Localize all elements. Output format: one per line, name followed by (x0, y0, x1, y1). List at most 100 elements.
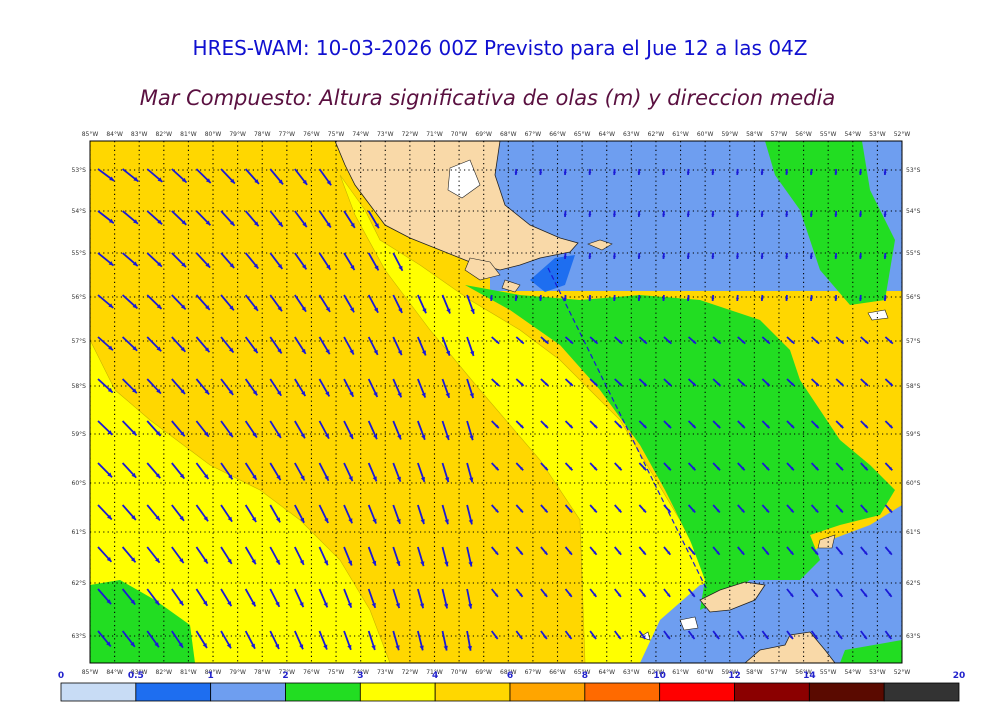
lon-label: 59°W (721, 669, 738, 676)
wave-arrow-head (468, 561, 473, 567)
wave-arrow-head (588, 213, 592, 217)
wave-arrow-head (229, 347, 234, 353)
lon-label: 54°W (844, 669, 861, 676)
wave-arrow-head (809, 297, 813, 301)
wave-arrow-head (711, 213, 715, 217)
wave-arrow-head (543, 635, 547, 640)
wave-arrow-head (617, 635, 621, 640)
wave-arrow-head (106, 557, 112, 562)
wave-arrow-head (132, 303, 138, 309)
wave-arrow-head (667, 551, 671, 555)
wave-arrow-head (716, 424, 721, 429)
lon-label: 73°W (377, 131, 394, 138)
wave-arrow-head (569, 340, 574, 344)
wave-arrow-head (563, 297, 567, 301)
lon-label: 64°W (598, 669, 615, 676)
wave-arrow-head (397, 434, 402, 440)
wave-arrow-head (790, 424, 795, 429)
wave-arrow-head (859, 297, 863, 301)
colorbar-tick: 0.5 (128, 671, 144, 681)
wave-arrow-head (181, 177, 187, 183)
wave-arrow-head (840, 382, 844, 386)
lon-label: 81°W (180, 669, 197, 676)
wave-arrow-head (716, 509, 720, 513)
wave-arrow (861, 673, 867, 681)
wave-arrow-head (735, 297, 740, 301)
wave-arrow-head (325, 306, 331, 312)
lon-label: 56°W (795, 131, 812, 138)
wave-arrow-head (278, 179, 284, 185)
wave-arrow-head (180, 304, 186, 310)
wave-arrow-head (299, 644, 304, 650)
colorbar-segment (509, 682, 586, 702)
wave-arrow-head (643, 382, 647, 386)
wave-arrow-head (617, 593, 621, 597)
wave-arrow-head (157, 261, 162, 267)
wave-arrow-head (420, 519, 425, 525)
wave-arrow-head (203, 474, 209, 480)
wave-arrow-head (276, 390, 282, 396)
wave-arrow-head (765, 635, 769, 640)
lat-label: 58°S (72, 383, 87, 390)
wave-arrow-head (373, 349, 378, 355)
wave-arrow (615, 673, 621, 681)
wave-arrow-head (323, 644, 328, 650)
wave-arrow-head (593, 551, 597, 555)
lon-label: 68°W (500, 669, 517, 676)
wave-arrow-head (395, 603, 400, 609)
wave-arrow-head (155, 515, 160, 521)
lon-label: 78°W (254, 669, 271, 676)
wave-arrow-head (133, 219, 138, 224)
wave-arrow-head (470, 350, 475, 356)
wave-arrow-head (132, 388, 137, 394)
wave-arrow-head (889, 424, 893, 429)
wave-arrow-head (785, 255, 789, 259)
lon-label: 58°W (746, 669, 763, 676)
wave-arrow-head (444, 477, 450, 483)
lon-label: 52°W (894, 131, 911, 138)
wave-arrow-head (790, 466, 794, 471)
wave-arrow-head (348, 518, 353, 524)
wave-arrow (639, 673, 645, 681)
wave-arrow-head (228, 432, 233, 438)
wave-arrow-head (420, 561, 425, 567)
wave-arrow-head (617, 551, 622, 555)
wave-arrow-head (227, 516, 233, 522)
wave-arrow-head (275, 643, 279, 649)
wave-arrow-head (350, 265, 355, 271)
wave-arrow-head (612, 297, 616, 301)
wave-arrow-head (179, 473, 185, 479)
wave-arrow-head (662, 297, 666, 301)
wave-arrow-head (108, 345, 113, 351)
wave-arrow-head (686, 297, 690, 301)
colorbar-segment (135, 682, 212, 702)
wave-arrow-head (443, 645, 448, 651)
wave-arrow-head (494, 593, 498, 597)
wave-arrow-head (716, 635, 720, 640)
lat-label: 60°S (72, 480, 87, 487)
wave-arrow-head (108, 261, 114, 266)
wave-arrow-head (178, 600, 184, 606)
wave-arrow-head (277, 348, 282, 354)
lon-label: 52°W (894, 669, 911, 676)
graticule (90, 141, 902, 663)
swh-1-2-area (490, 141, 902, 663)
wave-arrow-head (539, 297, 543, 301)
wave-arrow-head (692, 424, 696, 429)
wave-arrow-head (618, 466, 622, 471)
wave-arrow-head (637, 255, 641, 259)
lon-label: 53°W (869, 669, 886, 676)
wave-arrow (689, 673, 695, 681)
wave-arrow-head (202, 643, 207, 649)
wave-arrow-head (642, 551, 646, 555)
wave-arrow-head (883, 171, 887, 175)
wave-arrow-head (301, 391, 306, 397)
wave-arrow-head (108, 218, 114, 224)
wave-arrow-head (735, 213, 740, 217)
wave-arrow-head (155, 557, 160, 563)
land-tierra-del-fuego (334, 141, 579, 271)
wave-arrow-head (593, 509, 597, 513)
lon-label: 76°W (303, 669, 320, 676)
wave-arrow-head (155, 473, 161, 479)
wave-arrow-head (588, 297, 592, 301)
